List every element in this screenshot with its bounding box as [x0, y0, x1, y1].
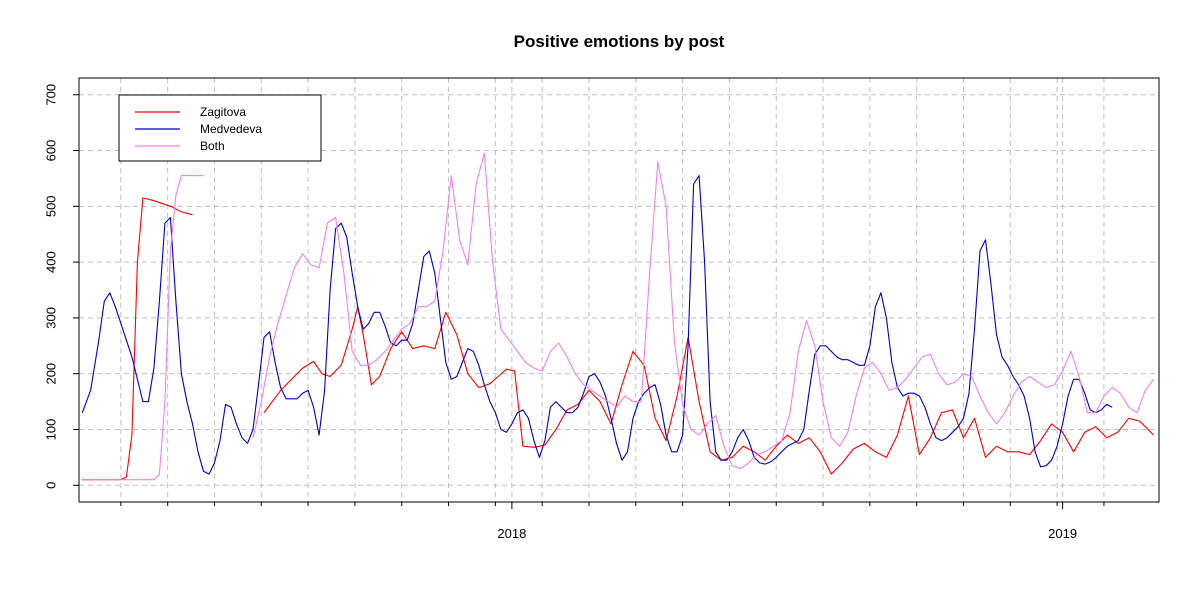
y-tick-label: 100: [43, 419, 58, 441]
y-tick-label: 700: [43, 84, 58, 106]
legend-label-medvedeva: Medvedeva: [200, 122, 262, 136]
series-line-medvedeva: [81, 175, 1113, 475]
series-line-both: [252, 152, 1154, 470]
x-tick-label: 2019: [1048, 526, 1077, 541]
series-line-zagitova: [263, 306, 1154, 475]
y-tick-label: 500: [43, 195, 58, 217]
axes: 0 100 200 300 400 500 600 700 2018 2019: [43, 84, 1105, 541]
chart-title: Positive emotions by post: [514, 32, 725, 51]
plot-frame: [78, 77, 1160, 503]
legend: Zagitova Medvedeva Both: [118, 94, 322, 162]
series-lines: [81, 152, 1154, 481]
y-tick-label: 200: [43, 363, 58, 385]
y-tick-label: 600: [43, 140, 58, 162]
y-tick-label: 400: [43, 251, 58, 273]
y-tick-label: 0: [43, 482, 58, 489]
grid: [79, 78, 1159, 502]
legend-label-zagitova: Zagitova: [200, 105, 246, 119]
x-tick-label: 2018: [497, 526, 526, 541]
legend-label-both: Both: [200, 139, 225, 153]
y-tick-label: 300: [43, 307, 58, 329]
series-line-both: [82, 175, 204, 481]
legend-box: [118, 94, 322, 162]
